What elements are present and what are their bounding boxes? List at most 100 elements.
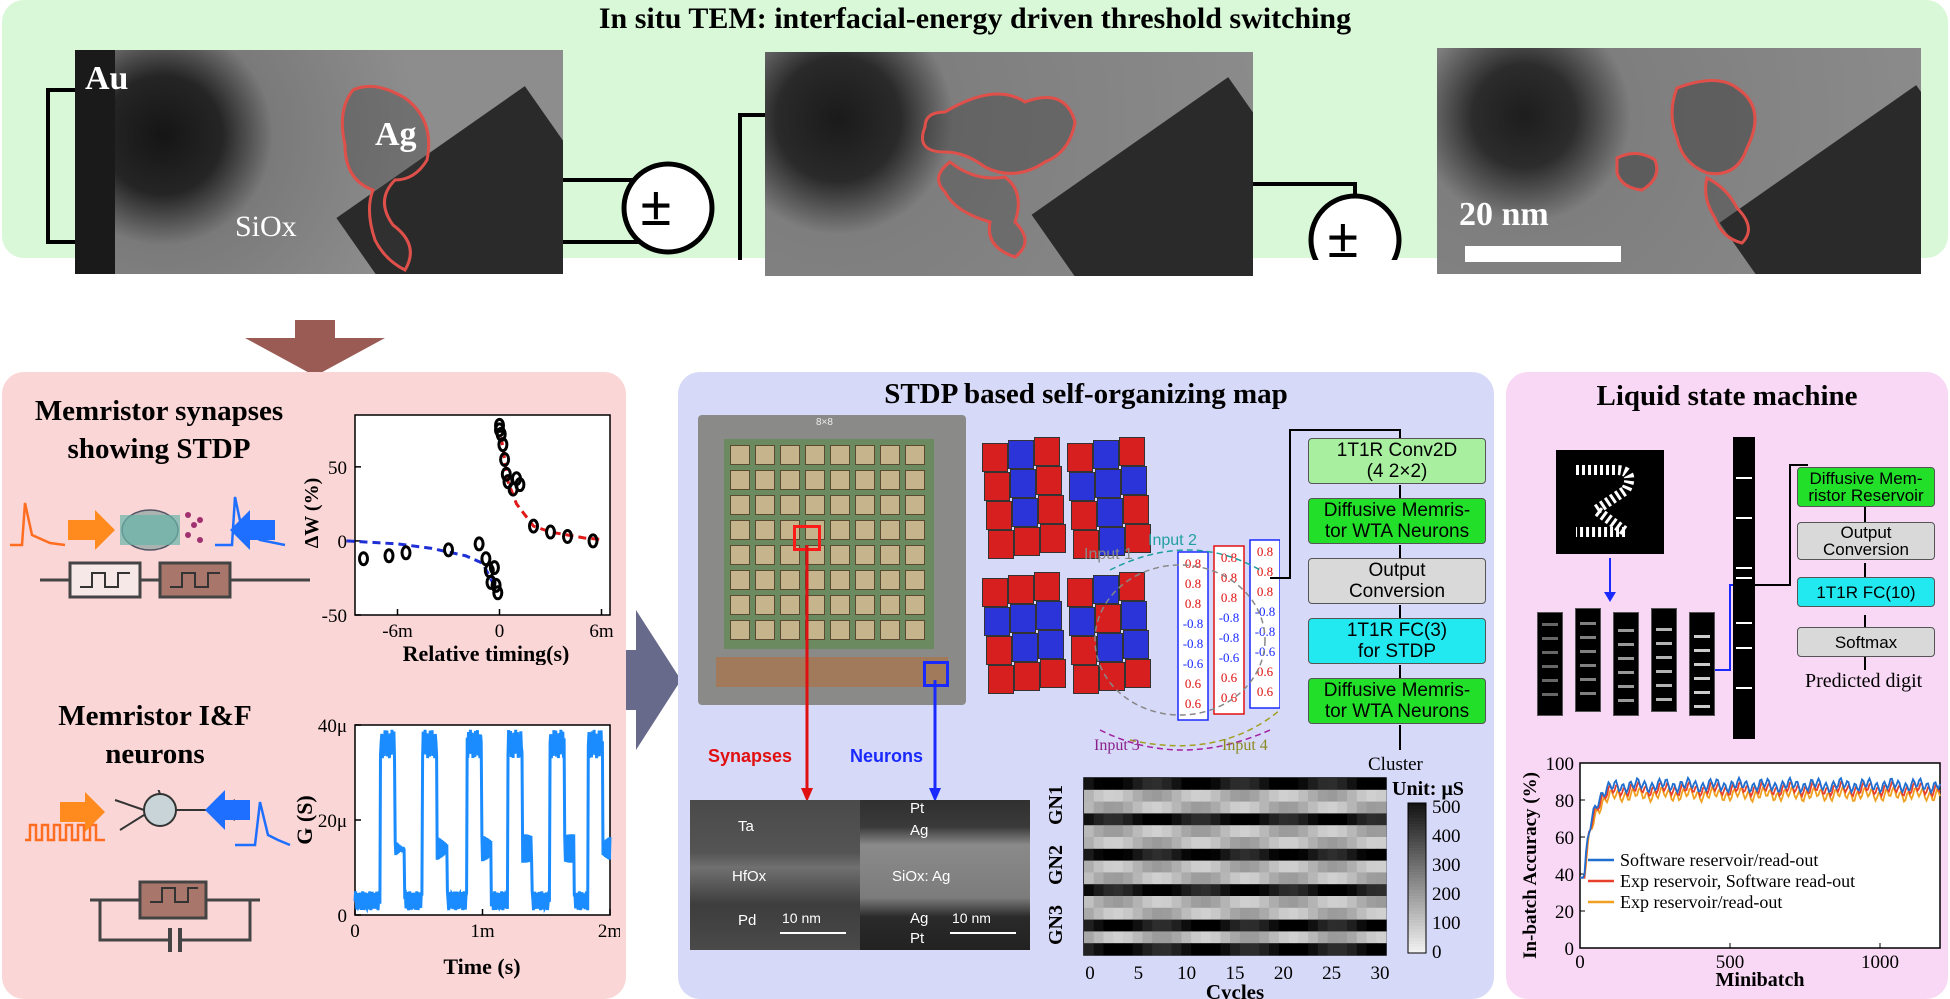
heatmap-cell xyxy=(1327,907,1338,921)
heatmap-cell xyxy=(1376,943,1387,956)
heatmap-cell xyxy=(1249,884,1260,897)
pattern-cell xyxy=(982,443,1008,472)
heatmap-cell xyxy=(1191,943,1202,956)
heatmap-cell xyxy=(1093,884,1104,897)
crossbar-cell xyxy=(755,495,775,515)
heatmap-cell xyxy=(1132,860,1143,873)
heatmap-cell xyxy=(1132,848,1143,862)
lsm-legend-label: Software reservoir/read-out xyxy=(1620,850,1818,870)
pattern-cell xyxy=(1067,443,1093,472)
heatmap-cell xyxy=(1191,931,1202,944)
heatmap-cell xyxy=(1376,848,1387,862)
heatmap-cell xyxy=(1347,825,1358,838)
crossbar-cell xyxy=(905,620,925,640)
crossbar-cell xyxy=(830,495,850,515)
heatmap-cell xyxy=(1093,896,1104,909)
input2-label: Input 2 xyxy=(1148,532,1197,549)
tem-image-2 xyxy=(765,52,1253,276)
heatmap-cell xyxy=(1337,872,1348,885)
crossbar-cell xyxy=(830,620,850,640)
heatmap-cell xyxy=(1239,789,1251,803)
heatmap-cell xyxy=(1278,778,1290,791)
heatmap-cell xyxy=(1132,919,1143,932)
heatmap-cell xyxy=(1308,931,1319,944)
heatmap-cell xyxy=(1366,896,1377,909)
source-symbol-1: ± xyxy=(640,173,672,238)
voltage-source-icon-2 xyxy=(1308,193,1402,260)
heatmap-row-label: GN3 xyxy=(1045,905,1067,945)
heatmap-cell xyxy=(1269,884,1280,897)
siox-label: SiOx xyxy=(235,210,297,243)
heatmap-cell xyxy=(1142,801,1153,814)
cluster-heatmap: GN1 GN2 GN3 0 5 10 15 20 25 30 Cycles 500 400 300 200 1… xyxy=(1045,777,1464,999)
heatmap-cell xyxy=(1181,860,1192,873)
weight-value: -0.8 xyxy=(1183,636,1204,651)
heatmap-cell xyxy=(1376,837,1387,850)
heatmap-cell xyxy=(1288,860,1299,873)
heatmap-cell xyxy=(1200,884,1212,897)
heatmap-cell xyxy=(1259,778,1270,791)
heatmap-cell xyxy=(1269,931,1280,944)
stdp-ytick-label: 50 xyxy=(328,458,347,479)
pattern-cell xyxy=(1069,607,1095,636)
heatmap-cell xyxy=(1239,825,1251,838)
crossbar-cell xyxy=(780,620,800,640)
heatmap-cell xyxy=(1366,943,1377,956)
lsm-legend-label: Exp reservoir, Software read-out xyxy=(1620,871,1855,891)
heatmap-cell xyxy=(1249,825,1260,838)
heatmap-cell xyxy=(1239,896,1251,909)
stdp-data-point xyxy=(400,545,412,561)
crossbar-cell xyxy=(880,470,900,490)
crossbar-cell xyxy=(805,470,825,490)
heatmap-cell xyxy=(1317,778,1329,791)
heatmap-cell xyxy=(1327,825,1338,838)
heatmap-cell xyxy=(1327,801,1338,814)
heatmap-xtick-label: 5 xyxy=(1134,963,1144,984)
heatmap-cell xyxy=(1122,931,1134,944)
heatmap-cell xyxy=(1200,860,1212,873)
heatmap-cell xyxy=(1278,931,1290,944)
som-pipeline-step: 1T1R Conv2D (4 2×2) xyxy=(1308,438,1486,484)
heatmap-cell xyxy=(1113,931,1124,944)
heatmap-cell xyxy=(1356,907,1368,921)
heatmap-cell xyxy=(1171,778,1182,791)
heatmap-cell xyxy=(1317,801,1329,814)
heatmap-cell xyxy=(1103,813,1114,826)
heatmap-cell xyxy=(1084,860,1095,873)
tem-image-1: Au Ag SiOx xyxy=(75,50,563,274)
heatmap-cell xyxy=(1298,943,1309,956)
heatmap-cell xyxy=(1210,907,1221,921)
heatmap-cell xyxy=(1181,789,1192,803)
heatmap-cell xyxy=(1210,872,1221,885)
heatmap-cell xyxy=(1259,896,1270,909)
crossbar-cell xyxy=(780,470,800,490)
heatmap-cell xyxy=(1356,825,1368,838)
weight-value: 0.8 xyxy=(1185,576,1201,591)
heatmap-cell xyxy=(1366,907,1377,921)
crossbar-cell xyxy=(880,595,900,615)
heatmap-cell xyxy=(1317,860,1329,873)
heatmap-cell xyxy=(1171,884,1182,897)
colorbar-segment xyxy=(1408,857,1426,861)
heatmap-cell xyxy=(1347,943,1358,956)
heatmap-cell xyxy=(1113,896,1124,909)
colorbar-segment xyxy=(1408,932,1426,936)
heatmap-cell xyxy=(1191,825,1202,838)
heatmap-cell xyxy=(1269,813,1280,826)
heatmap-cell xyxy=(1308,872,1319,885)
heatmap-cell xyxy=(1249,837,1260,850)
heatmap-cell xyxy=(1191,860,1202,873)
heatmap-cell xyxy=(1220,931,1231,944)
heatmap-cell xyxy=(1278,801,1290,814)
heatmap-cell xyxy=(1122,907,1134,921)
pattern-cell xyxy=(1123,630,1149,659)
heatmap-cell xyxy=(1376,789,1387,803)
crossbar-cell xyxy=(855,495,875,515)
heatmap-cell xyxy=(1376,884,1387,897)
heatmap-cell xyxy=(1298,872,1309,885)
heatmap-cell xyxy=(1113,778,1124,791)
heatmap-cell xyxy=(1356,884,1368,897)
heatmap-xtick-label: 0 xyxy=(1085,963,1095,984)
heatmap-cell xyxy=(1269,943,1280,956)
heatmap-cell xyxy=(1356,837,1368,850)
